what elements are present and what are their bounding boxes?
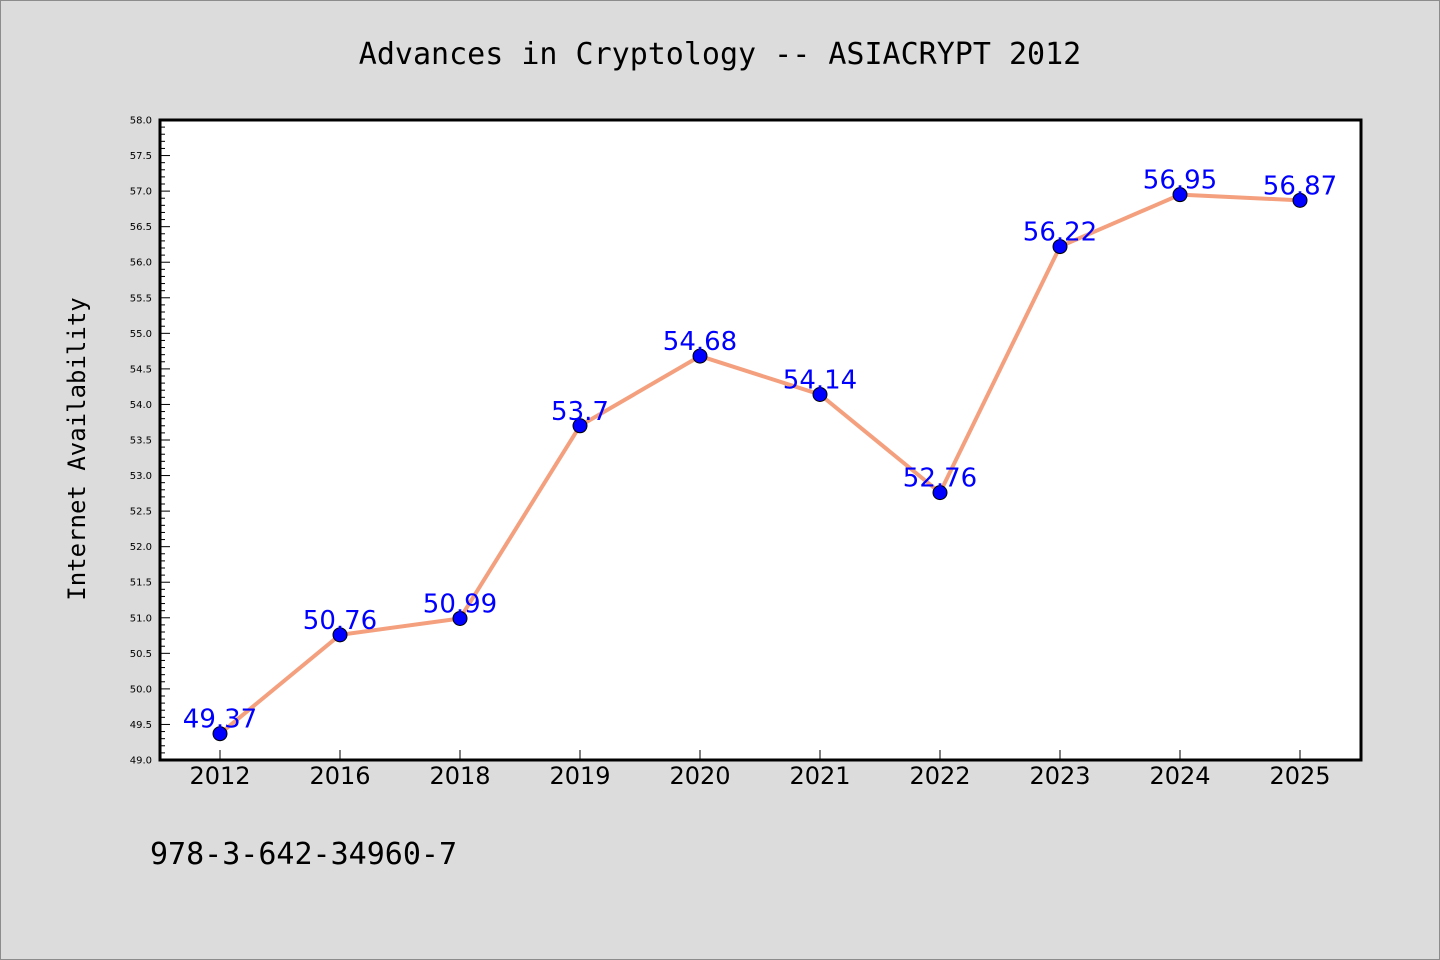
series-line [218,192,1301,736]
x-axis-ticks: 2012 2016 2018 2019 2020 2021 2022 2023 2024 2025 [189,750,1331,790]
plot-area [160,120,1361,760]
data-label: 50.76 [303,606,377,636]
x-tick-label: 2021 [789,762,850,790]
y-tick-label: 54.5 [130,364,152,375]
x-tick-label: 2016 [309,762,370,790]
y-tick-label: 57.0 [130,187,152,198]
y-tick-label: 49.5 [130,720,152,731]
y-tick-label: 53.0 [130,471,152,482]
y-axis-label: Internet Availability [63,297,91,600]
data-label: 53.7 [551,397,609,427]
y-tick-label: 54.0 [130,400,152,411]
y-tick-label: 51.5 [130,578,152,589]
y-tick-label: 51.0 [130,613,152,624]
data-point [572,418,588,434]
data-labels: 49.37 50.76 50.99 53.7 54.68 54.14 52.76 56.22 5… [183,166,1337,735]
data-label: 56.95 [1143,166,1217,196]
isbn-text: 978-3-642-34960-7 [150,837,457,872]
y-tick-label: 55.5 [130,293,152,304]
data-point [1172,187,1188,203]
y-tick-label: 52.5 [130,507,152,518]
y-tick-label: 58.0 [130,116,152,127]
data-label: 50.99 [423,589,497,619]
data-series [212,187,1308,742]
data-label: 49.37 [183,705,257,735]
y-tick-label: 53.5 [130,436,152,447]
x-tick-label: 2018 [429,762,490,790]
x-tick-label: 2023 [1029,762,1090,790]
plot-border [158,118,1363,762]
y-axis-ticks: 49.0 49.5 50.0 50.5 51.0 51.5 52.0 52.5 53.0 53.5… [130,116,170,767]
x-tick-label: 2020 [669,762,730,790]
chart-title: Advances in Cryptology -- ASIACRYPT 2012 [359,37,1081,72]
data-label: 54.68 [663,327,737,357]
y-tick-label: 56.0 [130,258,152,269]
data-point [212,726,228,742]
data-label: 56.22 [1023,218,1097,248]
x-tick-label: 2025 [1269,762,1330,790]
data-point [932,485,948,501]
y-tick-label: 49.0 [130,756,152,767]
data-point [332,627,348,643]
data-point [1292,192,1308,208]
data-point [812,386,828,402]
y-tick-label: 57.5 [130,151,152,162]
y-tick-label: 50.5 [130,649,152,660]
data-label: 52.76 [903,464,977,494]
data-point [1052,239,1068,255]
x-tick-label: 2019 [549,762,610,790]
data-label: 54.14 [783,365,857,395]
y-tick-label: 50.0 [130,684,152,695]
x-tick-label: 2012 [189,762,250,790]
y-tick-label: 55.0 [130,329,152,340]
y-tick-label: 52.0 [130,542,152,553]
x-tick-label: 2022 [909,762,970,790]
data-label: 56.87 [1263,171,1337,201]
data-point [692,348,708,364]
x-tick-label: 2024 [1149,762,1210,790]
data-point [452,610,468,626]
y-tick-label: 56.5 [130,222,152,233]
